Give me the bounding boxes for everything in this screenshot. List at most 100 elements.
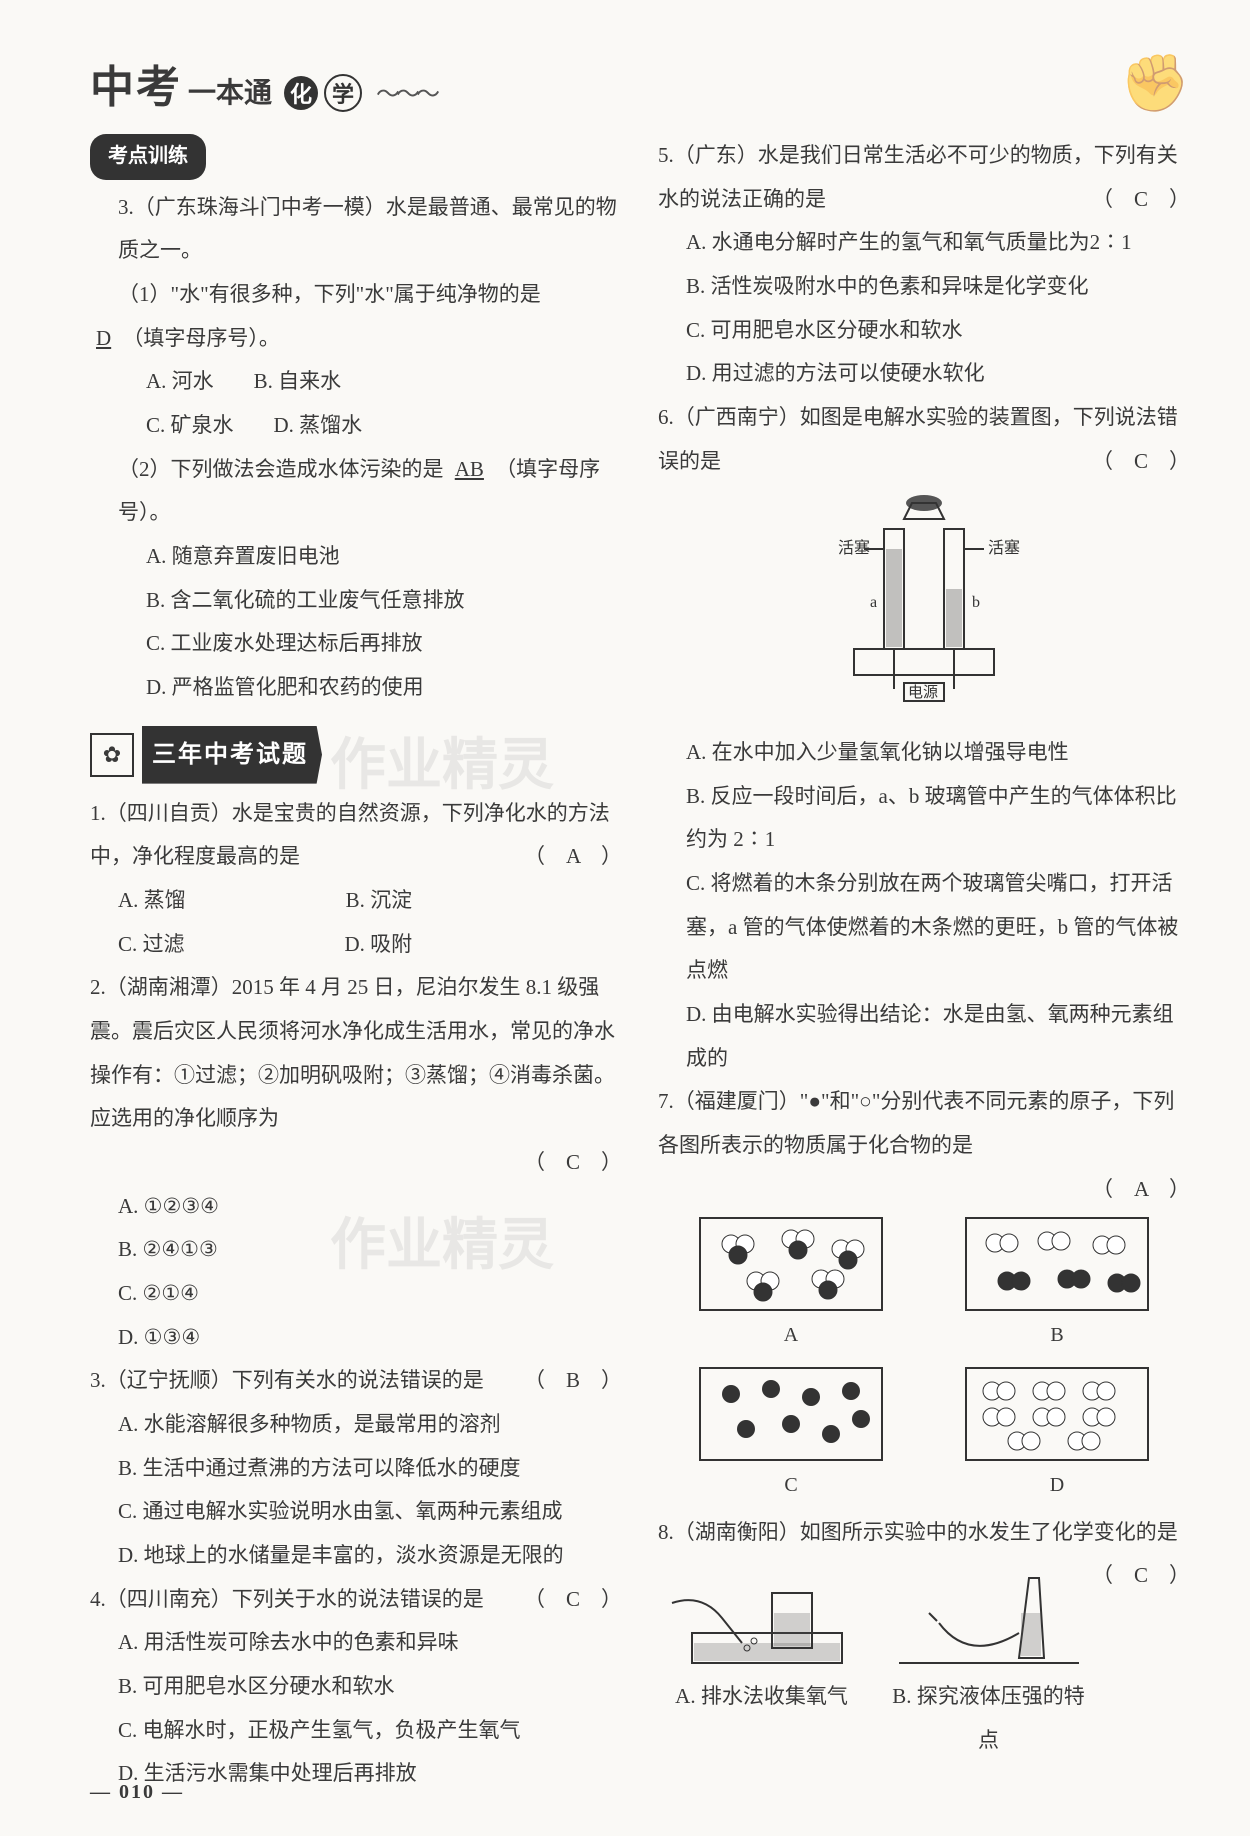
label-a: a bbox=[870, 594, 877, 611]
q7-diagram-grid: A bbox=[678, 1217, 1170, 1506]
q3-part1: （1）"水"有很多种，下列"水"属于纯净物的是 bbox=[90, 273, 622, 317]
opt: B. ②④①③ bbox=[90, 1228, 622, 1272]
q6: 6.（广西南宁）如图是电解水实验的装置图，下列说法错误的是 （ C ） bbox=[658, 396, 1190, 483]
q3-part2: （2）下列做法会造成水体污染的是 AB （填字母序号）。 bbox=[90, 448, 622, 535]
q8-answer: （ C ） bbox=[1092, 1554, 1190, 1598]
q8-label-A: A. 排水法收集氧气 bbox=[658, 1675, 865, 1719]
l-q4: 4.（四川南充）下列关于水的说法错误的是 （ C ） bbox=[90, 1578, 622, 1622]
opt: C. ②①④ bbox=[90, 1272, 622, 1316]
q1-answer: （ A ） bbox=[524, 835, 622, 879]
title-main: 中考 bbox=[90, 51, 182, 115]
q7-label-A: A bbox=[678, 1315, 904, 1357]
label-power: 电源 bbox=[908, 684, 938, 701]
q7-label-D: D bbox=[944, 1465, 1170, 1507]
opt: A. 随意弃置废旧电池 bbox=[90, 535, 622, 579]
q8-box-B bbox=[885, 1560, 1092, 1675]
right-column: 5.（广东）水是我们日常生活必不可少的物质，下列有关水的说法正确的是 （ C ）… bbox=[658, 134, 1190, 1796]
q3-1-answer: D bbox=[90, 326, 117, 350]
opt: A. 河水 bbox=[146, 360, 214, 404]
l-q4-answer: （ C ） bbox=[524, 1578, 622, 1622]
q8-exp-row: A. 排水法收集氧气 B. 探究液体压强的特点 bbox=[658, 1560, 1092, 1762]
q8-box-A bbox=[658, 1560, 865, 1675]
q8-label-B: B. 探究液体压强的特点 bbox=[885, 1675, 1092, 1762]
label-left: 活塞 bbox=[838, 539, 870, 557]
mol-box-A bbox=[699, 1217, 883, 1311]
q3-intro: 3.（广东珠海斗门中考一模）水是最普通、最常见的物质之一。 bbox=[90, 186, 622, 273]
q2: 2.（湖南湘潭）2015 年 4 月 25 日，尼泊尔发生 8.1 级强震。震后… bbox=[90, 966, 622, 1141]
q7: 7.（福建厦门）"●"和"○"分别代表不同元素的原子，下列各图所表示的物质属于化… bbox=[658, 1080, 1190, 1167]
mol-box-C bbox=[699, 1367, 883, 1461]
label-b: b bbox=[972, 594, 980, 611]
opt: D. 吸附 bbox=[345, 923, 413, 967]
opt: A. ①②③④ bbox=[90, 1185, 622, 1229]
q2-answer: （ C ） bbox=[524, 1141, 622, 1185]
q1: 1.（四川自贡）水是宝贵的自然资源，下列净化水的方法中，净化程度最高的是 （ A… bbox=[90, 792, 622, 879]
l-q3-answer: （ B ） bbox=[524, 1359, 622, 1403]
title-sub: 一本通 bbox=[188, 71, 272, 111]
page: 作业精灵 作业精灵 中考 一本通 化 学 〜〜〜 ✊ 考点训练 3.（广东珠海斗… bbox=[0, 0, 1250, 1836]
wave-divider: 〜〜〜 bbox=[376, 74, 436, 109]
badge-char-2: 学 bbox=[324, 74, 362, 112]
mol-box-D bbox=[965, 1367, 1149, 1461]
opt: D. 用过滤的方法可以使硬水软化 bbox=[658, 352, 1190, 396]
q3-1-answer-line: D （填字母序号）。 bbox=[90, 317, 622, 361]
q2-ans-line: （ C ） bbox=[90, 1141, 622, 1185]
q3-1-opts-row1: A. 河水 B. 自来水 bbox=[90, 360, 622, 404]
opt: D. 蒸馏水 bbox=[274, 404, 363, 448]
opt: B. 沉淀 bbox=[346, 879, 413, 923]
q8-cell-B: B. 探究液体压强的特点 bbox=[885, 1560, 1092, 1762]
banner-text: 三年中考试题 bbox=[142, 726, 322, 784]
q8-cell-A: A. 排水法收集氧气 bbox=[658, 1560, 865, 1762]
opt: B. 反应一段时间后，a、b 玻璃管中产生的气体体积比约为 2∶1 bbox=[658, 775, 1190, 862]
badge-char-1: 化 bbox=[284, 76, 318, 110]
section-banner: ✿ 三年中考试题 bbox=[90, 726, 622, 784]
opt: A. 在水中加入少量氢氧化钠以增强导电性 bbox=[658, 731, 1190, 775]
q6-diagram: 活塞 活塞 a b 电源 bbox=[658, 489, 1190, 725]
q5: 5.（广东）水是我们日常生活必不可少的物质，下列有关水的说法正确的是 （ C ） bbox=[658, 134, 1190, 221]
opt: C. 可用肥皂水区分硬水和软水 bbox=[658, 309, 1190, 353]
opt: A. 水通电分解时产生的氢气和氧气质量比为2∶1 bbox=[658, 221, 1190, 265]
q7-cell-C: C bbox=[678, 1367, 904, 1507]
q3-2-text: （2）下列做法会造成水体污染的是 bbox=[118, 457, 444, 481]
q3-2-answer: AB bbox=[449, 457, 490, 481]
opt: C. 将燃着的木条分别放在两个玻璃管尖嘴口，打开活塞，a 管的气体使燃着的木条燃… bbox=[658, 862, 1190, 993]
l-q3: 3.（辽宁抚顺）下列有关水的说法错误的是 （ B ） bbox=[90, 1359, 622, 1403]
opt: C. 过滤 bbox=[118, 923, 185, 967]
subject-badge: 化 学 bbox=[284, 74, 362, 112]
q3-1-opts-row2: C. 矿泉水 D. 蒸馏水 bbox=[90, 404, 622, 448]
mol-box-B bbox=[965, 1217, 1149, 1311]
q7-cell-B: B bbox=[944, 1217, 1170, 1357]
q7-cell-D: D bbox=[944, 1367, 1170, 1507]
l-q4-text: 4.（四川南充）下列关于水的说法错误的是 bbox=[90, 1587, 484, 1611]
opt: B. 生活中通过煮沸的方法可以降低水的硬度 bbox=[90, 1447, 622, 1491]
page-header: 中考 一本通 化 学 〜〜〜 ✊ bbox=[90, 50, 1190, 116]
opt: B. 可用肥皂水区分硬水和软水 bbox=[90, 1665, 622, 1709]
q2-text: 2.（湖南湘潭）2015 年 4 月 25 日，尼泊尔发生 8.1 级强震。震后… bbox=[90, 975, 615, 1130]
q7-cell-A: A bbox=[678, 1217, 904, 1357]
q7-answer: （ A ） bbox=[1092, 1168, 1190, 1212]
fist-icon: ✊ bbox=[1120, 50, 1190, 116]
q1-opts-row1: A. 蒸馏 B. 沉淀 bbox=[90, 879, 622, 923]
opt: C. 矿泉水 bbox=[146, 404, 234, 448]
title-block: 中考 一本通 化 学 〜〜〜 bbox=[90, 51, 436, 115]
label-right: 活塞 bbox=[988, 539, 1020, 557]
section-tag: 考点训练 bbox=[90, 134, 206, 180]
q7-label-B: B bbox=[944, 1315, 1170, 1357]
q7-text: 7.（福建厦门）"●"和"○"分别代表不同元素的原子，下列各图所表示的物质属于化… bbox=[658, 1089, 1174, 1157]
opt: D. 由电解水实验得出结论：水是由氢、氧两种元素组成的 bbox=[658, 993, 1190, 1080]
q8-text: 8.（湖南衡阳）如图所示实验中的水发生了化学变化的是 bbox=[658, 1520, 1178, 1544]
opt: A. 用活性炭可除去水中的色素和异味 bbox=[90, 1621, 622, 1665]
q3-1-tail: （填字母序号）。 bbox=[122, 326, 280, 350]
opt: B. 自来水 bbox=[254, 360, 342, 404]
opt: C. 工业废水处理达标后再排放 bbox=[90, 622, 622, 666]
q8: 8.（湖南衡阳）如图所示实验中的水发生了化学变化的是 （ C ） bbox=[658, 1511, 1190, 1555]
page-number: — 010 — bbox=[90, 1781, 184, 1804]
opt: B. 含二氧化硫的工业废气任意排放 bbox=[90, 579, 622, 623]
left-column: 考点训练 3.（广东珠海斗门中考一模）水是最普通、最常见的物质之一。 （1）"水… bbox=[90, 134, 622, 1796]
opt: A. 蒸馏 bbox=[118, 879, 186, 923]
q6-answer: （ C ） bbox=[1092, 440, 1190, 484]
content-columns: 考点训练 3.（广东珠海斗门中考一模）水是最普通、最常见的物质之一。 （1）"水… bbox=[90, 134, 1190, 1796]
q5-answer: （ C ） bbox=[1092, 178, 1190, 222]
opt: D. 严格监管化肥和农药的使用 bbox=[90, 666, 622, 710]
opt: C. 通过电解水实验说明水由氢、氧两种元素组成 bbox=[90, 1490, 622, 1534]
